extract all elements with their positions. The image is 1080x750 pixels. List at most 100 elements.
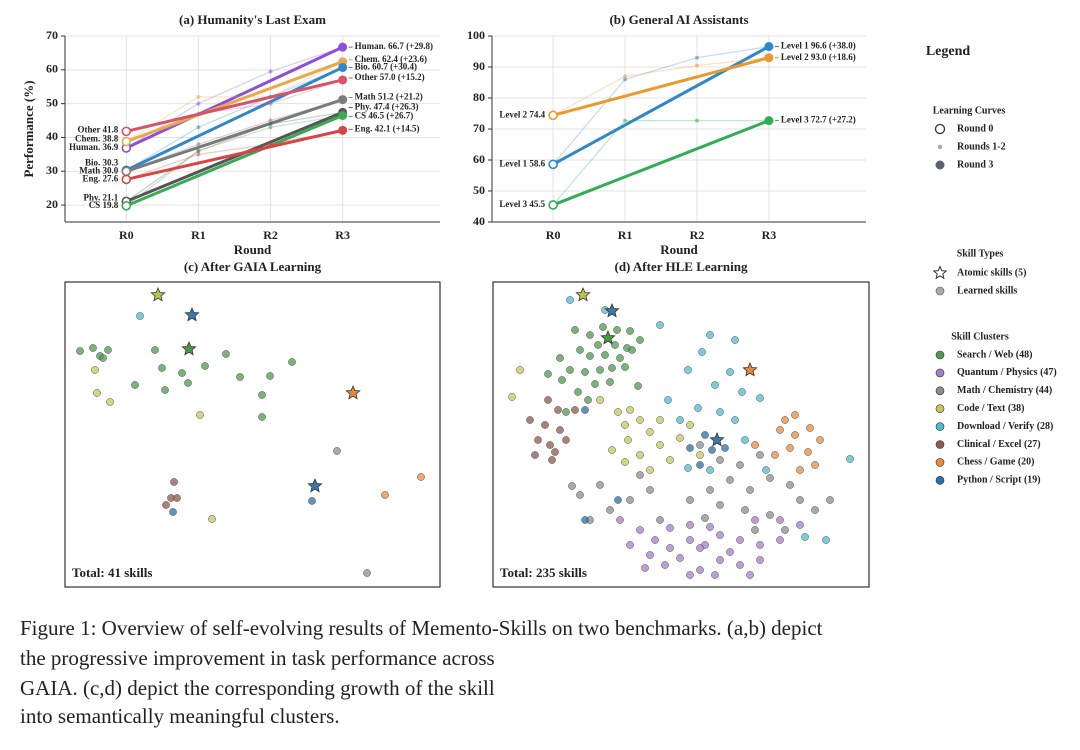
skill-point <box>611 341 619 349</box>
value-label: CS 46.5 (+26.7) <box>355 111 414 121</box>
value-label: Bio. 30.3 <box>85 157 119 167</box>
legend-title: Legend <box>926 44 971 59</box>
plot-frame <box>492 281 870 588</box>
skill-point <box>726 368 734 376</box>
mid-round-point <box>196 148 201 153</box>
mid-round-point <box>623 74 628 79</box>
x-axis-label: Round <box>234 242 272 257</box>
x-tick-label: R3 <box>762 228 777 242</box>
improvement-line <box>125 45 344 150</box>
skill-point <box>696 566 704 574</box>
skill-point <box>576 491 584 499</box>
trajectory-line <box>125 111 343 202</box>
round0-point <box>121 136 132 147</box>
round3-point <box>338 42 348 52</box>
skill-point <box>641 564 649 572</box>
value-label: Bio. 60.7 (+30.4) <box>355 62 417 72</box>
legend-label: Search / Web (48) <box>957 349 1032 360</box>
skill-point <box>706 466 714 474</box>
skill-point <box>333 447 341 455</box>
skill-point <box>621 363 629 371</box>
skill-point <box>258 413 266 421</box>
legend-marker <box>935 475 945 485</box>
chart-title: (c) After GAIA Learning <box>184 259 322 274</box>
skill-point <box>762 466 770 474</box>
mid-round-point <box>623 77 628 82</box>
skill-point <box>811 461 819 469</box>
value-label: Human. 66.7 (+29.8) <box>355 41 433 51</box>
skill-point <box>804 448 812 456</box>
y-tick-label: 40 <box>473 214 485 228</box>
skill-point <box>666 544 674 552</box>
trajectory-line <box>125 61 343 143</box>
skill-point <box>706 486 714 494</box>
skill-point <box>634 382 642 390</box>
legend-label: Learned skills <box>957 285 1017 296</box>
x-tick-label: R0 <box>546 228 561 242</box>
skill-point <box>696 451 704 459</box>
legend-section: Skill Clusters <box>951 331 1009 342</box>
trajectory-line <box>552 57 769 116</box>
round3-point <box>338 125 348 135</box>
skill-point <box>106 398 114 406</box>
skill-point <box>756 556 764 564</box>
skill-point <box>636 451 644 459</box>
skill-point <box>636 416 644 424</box>
skill-point <box>696 461 704 469</box>
skill-point <box>646 551 654 559</box>
skill-point <box>584 396 592 404</box>
skill-point <box>558 376 566 384</box>
skill-point <box>591 380 599 388</box>
legend-section: Skill Types <box>957 248 1004 259</box>
legend-label: Clinical / Excel (27) <box>957 439 1041 450</box>
skill-point <box>686 571 694 579</box>
skill-point <box>846 455 854 463</box>
skill-point <box>751 516 759 524</box>
skill-point <box>236 373 244 381</box>
skill-point <box>796 466 804 474</box>
skill-point <box>534 436 542 444</box>
value-label: Level 3 45.5 <box>499 199 545 209</box>
skill-point <box>736 461 744 469</box>
skill-point <box>796 521 804 529</box>
y-tick-label: 60 <box>46 62 58 76</box>
skill-point <box>822 536 830 544</box>
skill-point <box>556 354 564 362</box>
skill-point <box>736 536 744 544</box>
skill-point <box>686 521 694 529</box>
skill-point <box>684 366 692 374</box>
round3-point <box>764 116 774 126</box>
skill-point <box>621 458 629 466</box>
skill-point <box>756 541 764 549</box>
skill-point <box>636 526 644 534</box>
x-tick-label: R2 <box>263 228 278 242</box>
skill-point <box>626 541 634 549</box>
trajectory-line <box>125 114 343 207</box>
skill-point <box>614 408 622 416</box>
skill-point <box>826 496 834 504</box>
caption-line: into semantically meaningful clusters. <box>20 704 340 728</box>
legend-section: Learning Curves <box>933 105 1006 116</box>
skill-point <box>599 323 607 331</box>
skill-point <box>706 331 714 339</box>
value-label: Level 1 96.6 (+38.0) <box>781 41 856 51</box>
skill-point <box>104 346 112 354</box>
round0-point <box>121 166 132 177</box>
skill-point <box>614 496 622 504</box>
value-label: Math 30.0 <box>79 165 118 175</box>
skill-point <box>541 421 549 429</box>
skill-point <box>676 434 684 442</box>
skill-point <box>526 416 534 424</box>
skill-point <box>816 436 824 444</box>
skill-point <box>701 431 709 439</box>
skill-point <box>698 348 706 356</box>
skill-point <box>266 372 274 380</box>
x-tick-label: R1 <box>618 228 633 242</box>
skill-point <box>646 466 654 474</box>
legend-marker <box>934 123 946 135</box>
skill-point <box>766 511 774 519</box>
skill-point <box>621 421 629 429</box>
skill-point <box>628 346 636 354</box>
trajectory-line <box>552 120 769 206</box>
